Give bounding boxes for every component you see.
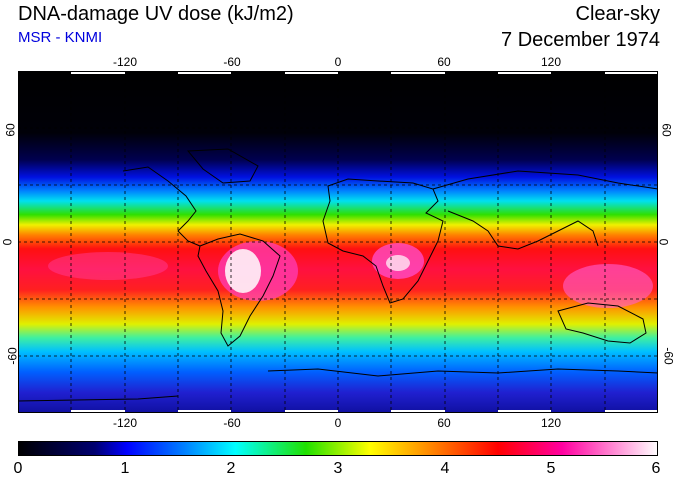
lat-tick-left-60: 60 xyxy=(3,123,18,137)
lat-tick-right-0: 0 xyxy=(656,238,671,246)
map-title: DNA-damage UV dose (kJ/m2) xyxy=(18,3,294,25)
lon-tick-top-minus60: -60 xyxy=(223,55,241,69)
lon-tick-top-60: 60 xyxy=(437,55,451,69)
sky-condition-label: Clear-sky xyxy=(575,3,660,25)
lat-tick-left-minus60: -60 xyxy=(5,347,20,365)
lon-tick-bottom-minus60: -60 xyxy=(223,416,241,430)
colorbar-label-3: 3 xyxy=(333,460,343,477)
lon-tick-bottom-60: 60 xyxy=(437,416,451,430)
colorbar-label-0: 0 xyxy=(13,460,23,477)
uv-hotspots xyxy=(48,241,653,308)
lat-tick-right-minus60: -60 xyxy=(661,347,676,365)
uv-dose-map xyxy=(18,71,658,413)
colorbar-gradient xyxy=(18,441,658,456)
source-label: MSR - KNMI xyxy=(18,29,103,46)
lat-tick-left-0: 0 xyxy=(0,238,15,246)
colorbar xyxy=(18,441,658,456)
lon-tick-top-minus120: -120 xyxy=(112,55,138,69)
colorbar-label-6: 6 xyxy=(651,460,661,477)
lat-tick-right-60: 60 xyxy=(659,123,674,137)
lon-tick-top-120: 120 xyxy=(540,55,562,69)
lon-tick-top-0: 0 xyxy=(334,55,342,69)
coastlines xyxy=(18,148,658,402)
graticule xyxy=(18,71,658,413)
colorbar-label-5: 5 xyxy=(546,460,556,477)
map-border-scale xyxy=(71,71,658,413)
lon-tick-bottom-0: 0 xyxy=(334,416,342,430)
date-label: 7 December 1974 xyxy=(501,29,660,51)
map-frame xyxy=(18,71,658,413)
lon-tick-bottom-minus120: -120 xyxy=(112,416,138,430)
colorbar-label-1: 1 xyxy=(120,460,130,477)
colorbar-label-4: 4 xyxy=(440,460,450,477)
lon-tick-bottom-120: 120 xyxy=(540,416,562,430)
colorbar-label-2: 2 xyxy=(226,460,236,477)
